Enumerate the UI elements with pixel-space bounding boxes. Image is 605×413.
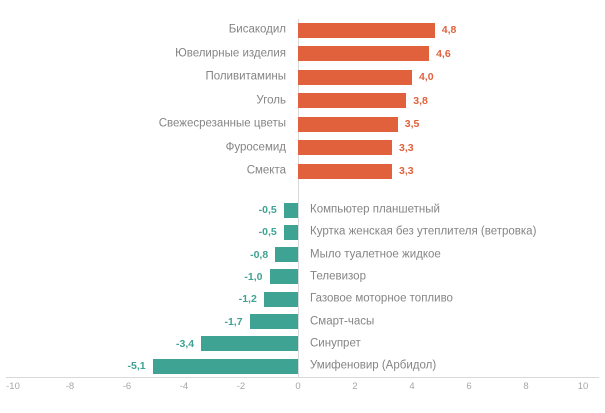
- x-tick-label: 2: [352, 381, 358, 392]
- category-label: Мыло туалетное жидкое: [310, 247, 441, 260]
- category-label: Компьютер планшетный: [310, 203, 440, 216]
- bar: [263, 291, 298, 307]
- bar: [283, 202, 298, 218]
- value-label: -1,7: [224, 315, 243, 328]
- bar: [298, 163, 393, 179]
- category-label: Фуросемид: [225, 140, 286, 153]
- value-label: -1,0: [244, 270, 263, 283]
- x-tick-label: -6: [122, 381, 132, 392]
- value-label: 3,5: [404, 117, 420, 130]
- category-label: Ювелирные изделия: [175, 46, 286, 59]
- category-label: Смекта: [246, 164, 286, 177]
- bar: [249, 314, 298, 329]
- value-label: -5,1: [127, 359, 146, 372]
- x-axis-line: [6, 377, 599, 378]
- x-tick-label: 4: [409, 381, 415, 392]
- category-label: Телевизор: [310, 270, 366, 283]
- category-label: Смарт-часы: [310, 314, 375, 327]
- category-label: Бисакодил: [228, 23, 286, 36]
- x-tick-label: 8: [523, 381, 529, 392]
- x-tick-label: 10: [577, 381, 589, 392]
- x-tick-label: -8: [65, 381, 75, 392]
- bar: [298, 93, 407, 108]
- value-label: 3,8: [413, 94, 428, 107]
- x-tick-label: 0: [295, 381, 301, 392]
- x-tick-label: 6: [466, 381, 472, 392]
- value-label: 4,8: [441, 23, 457, 36]
- value-label: 3,3: [399, 141, 414, 154]
- category-label: Газовое моторное топливо: [310, 292, 453, 305]
- value-label: 3,3: [399, 164, 414, 177]
- plot-area: 4,8 Бисакодил 4,6 Ювелирные изделия 4,0 Полив…: [6, 14, 588, 391]
- category-label: Синупрет: [310, 337, 361, 350]
- category-label: Свежесрезанные цветы: [158, 117, 286, 130]
- category-label: Поливитамины: [205, 70, 286, 83]
- x-tick-label: -10: [6, 381, 20, 392]
- category-label: Куртка женская без утеплителя (ветровка): [310, 225, 537, 238]
- x-tick-label: -4: [179, 381, 189, 392]
- bar: [201, 336, 298, 352]
- value-label: -0,5: [258, 226, 277, 239]
- bar: [152, 358, 298, 374]
- bar: [275, 247, 298, 263]
- value-label: 4,6: [436, 47, 451, 60]
- bar: [269, 269, 298, 285]
- category-label: Уголь: [256, 93, 286, 106]
- bar: [298, 46, 430, 61]
- bar: [298, 140, 393, 155]
- value-label: -3,4: [176, 337, 195, 350]
- value-label: -0,8: [250, 248, 269, 261]
- value-label: 4,0: [419, 70, 434, 83]
- category-label: Умифеновир (Арбидол): [310, 359, 437, 372]
- value-label: -0,5: [258, 203, 277, 216]
- value-label: -1,2: [238, 292, 257, 305]
- bar: [298, 116, 398, 132]
- bar: [283, 224, 298, 240]
- x-tick-label: -2: [236, 381, 246, 392]
- zero-gridline: [297, 19, 299, 378]
- bar: [298, 22, 435, 38]
- bar: [298, 69, 412, 85]
